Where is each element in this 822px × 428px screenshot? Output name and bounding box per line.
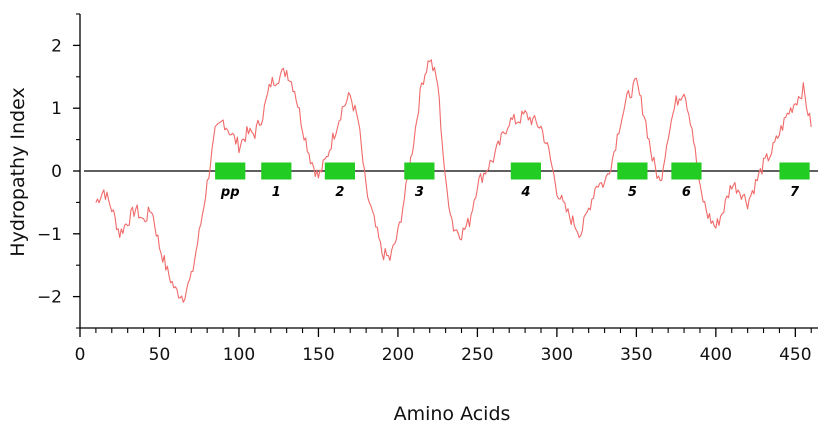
segment-bar-3 <box>404 162 435 180</box>
x-tick-label: 350 <box>620 345 652 365</box>
x-tick-label: 450 <box>779 345 811 365</box>
segment-label-6: 6 <box>682 185 691 200</box>
x-tick-label: 200 <box>382 345 414 365</box>
segment-bar-5 <box>617 162 648 180</box>
segment-bar-1 <box>261 162 292 180</box>
y-tick-label: −1 <box>37 225 62 245</box>
segment-label-4: 4 <box>520 185 530 200</box>
y-tick-label: −2 <box>37 288 62 308</box>
segment-label-5: 5 <box>628 185 637 200</box>
segment-label-pp: pp <box>220 185 240 200</box>
y-axis-title: Hydropathy Index <box>7 87 29 256</box>
y-tick-label: 1 <box>51 99 62 119</box>
segment-bar-6 <box>671 162 702 180</box>
segment-bar-4 <box>510 162 541 180</box>
axes-layer: −2 −1 0 1 2 0 50 100 150 200 250 300 350 400 450 <box>37 13 818 365</box>
segment-bar-7 <box>779 162 810 180</box>
y-tick-label: 2 <box>51 36 62 56</box>
hydropathy-line <box>95 59 812 303</box>
x-axis-title: Amino Acids <box>394 403 511 425</box>
segment-label-2: 2 <box>335 185 344 200</box>
series-layer <box>95 59 812 303</box>
x-tick-label: 250 <box>461 345 493 365</box>
x-tick-label: 150 <box>302 345 334 365</box>
segment-label-7: 7 <box>790 185 800 200</box>
segment-label-3: 3 <box>415 185 424 200</box>
x-tick-label: 300 <box>541 345 573 365</box>
x-tick-label: 50 <box>149 345 171 365</box>
segment-bar-2 <box>324 162 356 180</box>
segment-label-1: 1 <box>272 185 281 200</box>
y-tick-label: 0 <box>51 162 62 182</box>
x-tick-label: 100 <box>223 345 255 365</box>
segment-bar-pp <box>215 162 246 180</box>
x-tick-label: 400 <box>700 345 732 365</box>
x-tick-label: 0 <box>75 345 86 365</box>
segments-layer: pp 1 2 3 4 5 6 7 <box>215 162 810 200</box>
